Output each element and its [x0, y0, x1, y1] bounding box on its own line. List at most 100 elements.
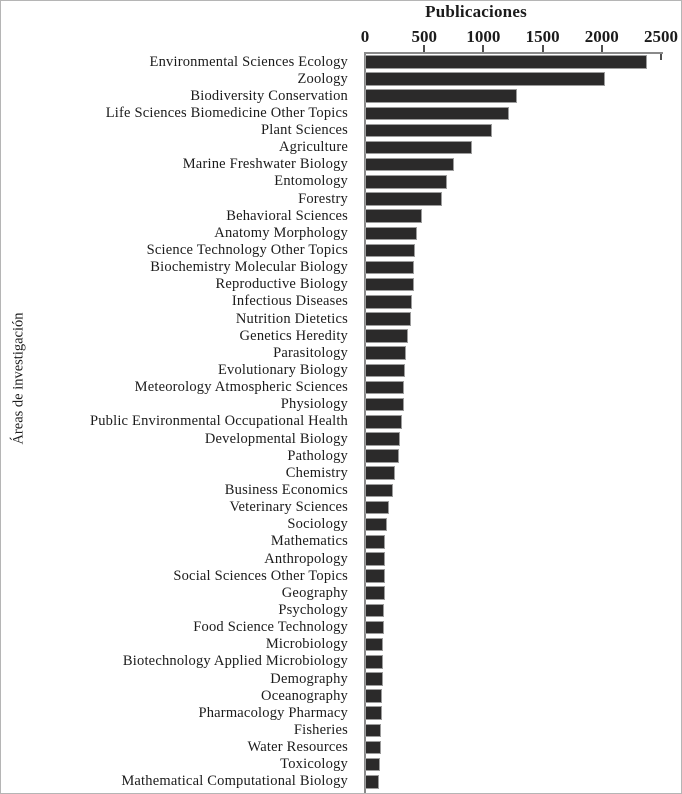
- bar: [365, 295, 413, 309]
- bar-row: Entomology: [1, 173, 681, 190]
- bar-row: Forestry: [1, 190, 681, 208]
- category-label: Biodiversity Conservation: [190, 87, 348, 104]
- bar: [365, 243, 415, 258]
- bar-row: Water Resources: [1, 739, 681, 756]
- bar: [365, 72, 606, 86]
- category-label: Parasitology: [273, 344, 348, 361]
- category-label: Reproductive Biology: [215, 276, 348, 293]
- bar-row: Genetics Heredity: [1, 327, 681, 345]
- bar-row: Anthropology: [1, 551, 681, 568]
- category-label: Forestry: [298, 190, 348, 207]
- category-label: Agriculture: [278, 139, 348, 156]
- category-label: Life Sciences Biomedicine Other Topics: [105, 104, 348, 121]
- chart-title: Publicaciones: [425, 2, 527, 21]
- bar-row: Oceanography: [1, 687, 681, 705]
- category-label: Physiology: [280, 396, 348, 413]
- bar-row: Chemistry: [1, 464, 681, 482]
- bar: [365, 89, 517, 103]
- bar-row: Infectious Diseases: [1, 293, 681, 310]
- bar-row: Public Environmental Occupational Health: [1, 413, 681, 430]
- bar: [365, 449, 400, 463]
- bar: [365, 637, 384, 652]
- bar-row: Pathology: [1, 447, 681, 465]
- category-label: Business Economics: [224, 482, 348, 499]
- category-label: Zoology: [297, 70, 348, 87]
- category-label: Evolutionary Biology: [217, 362, 348, 379]
- category-label: Psychology: [278, 602, 348, 618]
- x-tick-mark: [423, 45, 426, 52]
- bar-row: Life Sciences Biomedicine Other Topics: [1, 104, 681, 122]
- bar-row: Biodiversity Conservation: [1, 87, 681, 105]
- bar: [365, 192, 442, 206]
- category-label: Public Environmental Occupational Health: [89, 413, 348, 430]
- bar-row: Toxicology: [1, 756, 681, 773]
- bar: [365, 552, 386, 566]
- bar-row: Developmental Biology: [1, 431, 681, 448]
- bar-row: Business Economics: [1, 482, 681, 499]
- bar-row: Behavioral Sciences: [1, 208, 681, 225]
- category-label: Entomology: [274, 173, 348, 190]
- category-label: Toxicology: [280, 756, 348, 773]
- category-label: Science Technology Other Topics: [146, 242, 348, 259]
- category-label: Pathology: [287, 447, 348, 464]
- bar-row: Psychology: [1, 602, 681, 619]
- x-tick-mark: [541, 45, 544, 52]
- bar: [365, 226, 417, 240]
- bar-row: Marine Freshwater Biology: [1, 156, 681, 173]
- bar: [365, 55, 647, 69]
- bar-row: Biotechnology Applied Microbiology: [1, 653, 681, 670]
- bar: [365, 209, 422, 223]
- category-label: Meteorology Atmospheric Sciences: [134, 379, 348, 396]
- bar: [365, 432, 400, 446]
- x-tick-label: 1000: [466, 27, 501, 46]
- bar: [365, 517, 388, 532]
- bar: [365, 483, 394, 498]
- bar-row: Social Sciences Other Topics: [1, 567, 681, 585]
- bar-row: Zoology: [1, 70, 681, 88]
- bar: [365, 346, 406, 360]
- category-label: Food Science Technology: [193, 619, 348, 636]
- bar: [365, 260, 415, 275]
- category-label: Water Resources: [247, 739, 348, 756]
- bar-row: Physiology: [1, 396, 681, 413]
- bar: [365, 603, 384, 618]
- bar: [365, 312, 412, 326]
- x-tick-label: 2000: [584, 27, 619, 46]
- bar: [365, 500, 389, 515]
- bar: [365, 380, 405, 395]
- category-label: Genetics Heredity: [239, 327, 348, 344]
- bar: [365, 655, 383, 669]
- x-tick-label: 1500: [525, 27, 560, 46]
- category-label: Geography: [281, 584, 348, 601]
- bar-row: Demography: [1, 671, 681, 688]
- category-label: Mathematics: [270, 533, 348, 550]
- bar: [365, 106, 510, 121]
- category-label: Chemistry: [285, 464, 348, 481]
- bar: [365, 723, 382, 738]
- category-label: Veterinary Sciences: [229, 499, 348, 516]
- x-tick-mark: [600, 45, 603, 52]
- bar-row: Fisheries: [1, 722, 681, 739]
- bar: [365, 740, 381, 755]
- bar-row: Parasitology: [1, 344, 681, 362]
- category-label: Microbiology: [265, 636, 348, 653]
- category-label: Marine Freshwater Biology: [182, 156, 348, 173]
- category-label: Oceanography: [261, 687, 348, 704]
- x-axis-line: [364, 52, 663, 54]
- category-label: Biotechnology Applied Microbiology: [122, 653, 348, 670]
- bar: [365, 672, 383, 686]
- category-label: Nutrition Dietetics: [235, 310, 348, 327]
- category-label: Social Sciences Other Topics: [173, 567, 348, 584]
- x-tick-label: 500: [411, 27, 437, 46]
- bar: [365, 123, 492, 138]
- bar: [365, 175, 447, 189]
- bar: [365, 277, 414, 292]
- category-label: Plant Sciences: [261, 122, 348, 139]
- x-tick-mark: [482, 45, 485, 52]
- bar-row: Sociology: [1, 516, 681, 533]
- bar-row: Evolutionary Biology: [1, 362, 681, 379]
- bar: [365, 397, 405, 412]
- bar-row: Meteorology Atmospheric Sciences: [1, 379, 681, 396]
- bar-row: Food Science Technology: [1, 619, 681, 636]
